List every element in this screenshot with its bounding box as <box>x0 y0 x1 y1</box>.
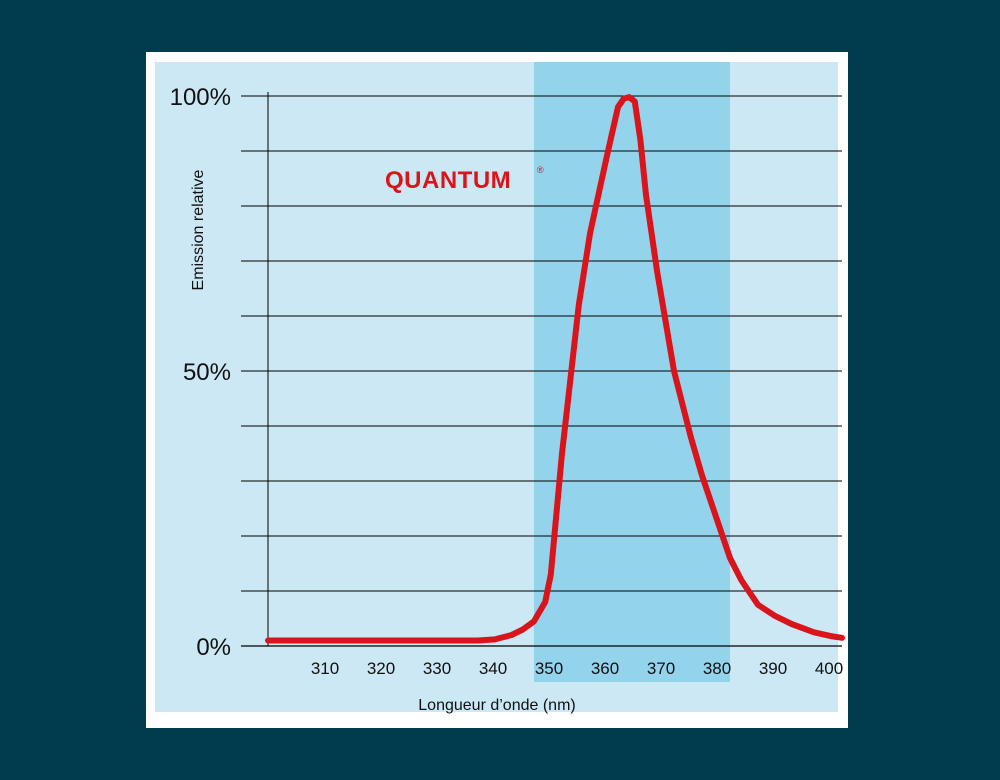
x-tick-label: 310 <box>311 659 339 678</box>
gridlines <box>241 95 842 592</box>
emission-chart: 0% 50% 100% 310 320 330 340 350 360 370 380 390 400… <box>155 62 845 714</box>
x-tick-label: 330 <box>423 659 451 678</box>
chart-card: 0% 50% 100% 310 320 330 340 350 360 370 380 390 400… <box>146 52 848 728</box>
y-tick-label: 50% <box>183 359 231 386</box>
x-tick-label: 340 <box>479 659 507 678</box>
brand-registered-mark: ® <box>537 165 544 175</box>
emission-curve <box>265 94 845 644</box>
plot-area <box>155 62 838 712</box>
x-tick-label: 390 <box>759 659 787 678</box>
x-tick-label: 350 <box>535 659 563 678</box>
x-tick-label: 400 <box>815 659 843 678</box>
highlight-band <box>534 62 730 682</box>
brand-label: QUANTUM <box>385 167 511 194</box>
y-tick-label: 100% <box>170 84 231 111</box>
x-tick-labels: 310 320 330 340 350 360 370 380 390 400 <box>311 659 843 678</box>
x-tick-label: 360 <box>591 659 619 678</box>
y-tick-label: 0% <box>196 634 231 661</box>
x-tick-label: 370 <box>647 659 675 678</box>
x-axis-label: Longueur d’onde (nm) <box>418 697 575 714</box>
y-axis-label: Emission relative <box>190 169 207 290</box>
y-tick-labels: 0% 50% 100% <box>170 84 231 661</box>
x-tick-label: 380 <box>703 659 731 678</box>
x-tick-label: 320 <box>367 659 395 678</box>
